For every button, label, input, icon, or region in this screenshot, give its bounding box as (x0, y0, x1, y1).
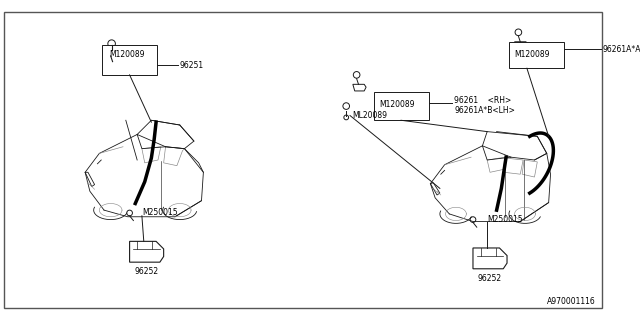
Text: A970001116: A970001116 (547, 297, 596, 306)
Text: M120089: M120089 (109, 51, 145, 60)
Text: ML20089: ML20089 (352, 111, 387, 120)
Bar (374, 92, 429, 120)
Bar (509, 42, 564, 68)
Text: M120089: M120089 (515, 50, 550, 59)
Text: 96252: 96252 (134, 267, 159, 276)
Text: M250015: M250015 (487, 215, 523, 224)
Text: 96252: 96252 (477, 274, 502, 283)
Text: 96261A*A: 96261A*A (603, 45, 640, 54)
Text: 96261A*B<LH>: 96261A*B<LH> (454, 106, 515, 115)
Bar (102, 44, 157, 75)
Text: M250015: M250015 (142, 208, 177, 218)
Text: 96251: 96251 (180, 61, 204, 70)
Text: M120089: M120089 (380, 100, 415, 109)
Text: 96261    <RH>: 96261 <RH> (454, 96, 511, 105)
